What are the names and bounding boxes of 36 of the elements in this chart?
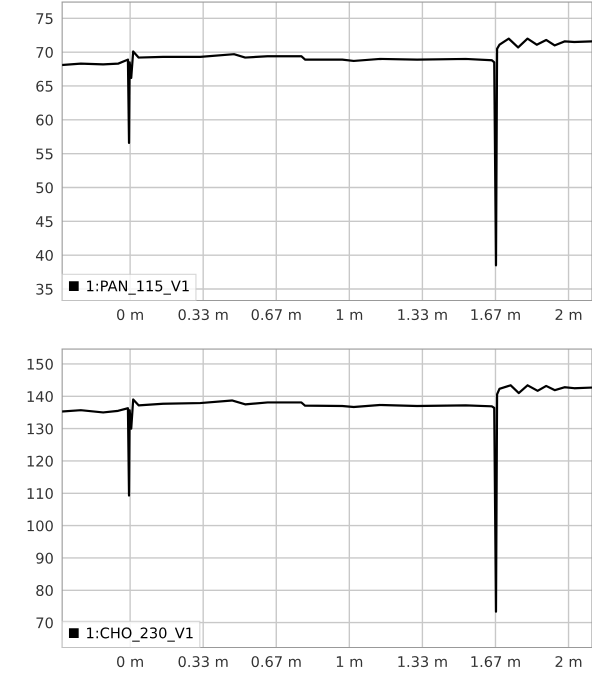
y-tick-label: 65	[36, 80, 53, 92]
x-tick-label: 1.33 m	[398, 309, 447, 320]
x-tick-label: 1.67 m	[471, 656, 520, 668]
x-tick-label: 1.33 m	[398, 656, 447, 668]
y-tick-label: 90	[36, 552, 53, 564]
x-tick-label: 0.33 m	[178, 656, 228, 668]
y-tick-label: 130	[28, 423, 53, 434]
legend-label: 1:CHO_230_V1	[87, 627, 193, 642]
y-tick-label: 150	[28, 358, 53, 370]
y-tick-label: 75	[36, 13, 53, 24]
legend-label: 1:PAN_115_V1	[87, 280, 189, 295]
y-tick-label: 80	[36, 584, 53, 596]
x-tick-label: 2 m	[556, 309, 582, 320]
x-tick-label: 1.67 m	[471, 309, 520, 320]
y-tick-label: 35	[36, 284, 53, 295]
y-tick-label: 70	[36, 46, 53, 58]
y-tick-label: 40	[36, 250, 53, 261]
y-tick-label: 45	[36, 216, 53, 228]
x-tick-label: 1 m	[336, 309, 362, 320]
y-tick-label: 100	[28, 520, 53, 532]
y-tick-label: 140	[28, 391, 53, 402]
y-tick-label: 110	[28, 488, 53, 500]
x-tick-label: 0.67 m	[252, 656, 301, 668]
x-tick-label: 1 m	[336, 656, 362, 667]
line-series	[62, 384, 592, 613]
x-tick-label: 0 m	[117, 309, 143, 320]
x-tick-label: 0.33 m	[178, 309, 228, 320]
x-tick-label: 0 m	[117, 656, 143, 668]
y-tick-label: 70	[36, 617, 53, 628]
y-tick-label: 60	[36, 114, 53, 126]
y-tick-label: 120	[28, 456, 53, 467]
x-tick-label: 2 m	[556, 656, 582, 667]
line-series	[62, 38, 592, 266]
y-tick-label: 55	[36, 148, 53, 160]
x-tick-label: 0.67 m	[252, 309, 301, 320]
y-tick-label: 50	[36, 182, 53, 194]
